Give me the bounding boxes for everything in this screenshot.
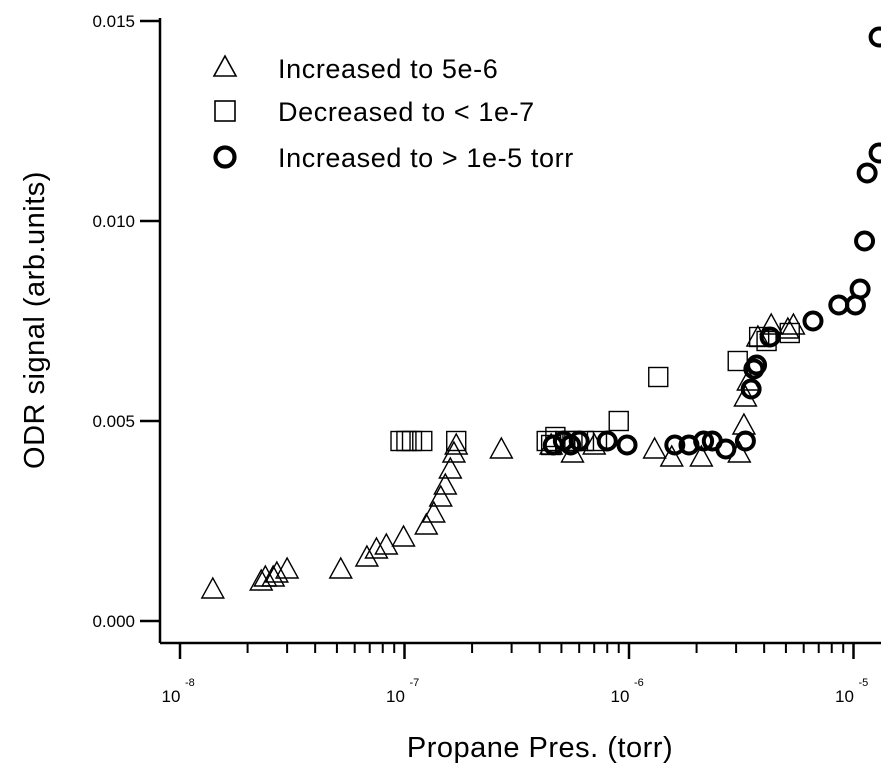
legend-triangle-marker xyxy=(212,54,238,77)
triangle-point xyxy=(364,536,389,559)
circle-point xyxy=(868,142,881,164)
triangle-point xyxy=(444,432,469,455)
square-point xyxy=(390,430,411,452)
circle-point xyxy=(868,26,881,48)
triangle-point xyxy=(759,312,784,335)
legend-label-increased-5e-6: Increased to 5e-6 xyxy=(278,54,498,84)
triangle-point xyxy=(428,484,453,507)
square-point xyxy=(608,410,629,432)
triangle-point xyxy=(200,576,225,599)
triangle-point xyxy=(391,524,416,547)
y-tick-label: 0.010 xyxy=(92,212,135,231)
triangle-point xyxy=(433,472,458,495)
y-axis-title: ODR signal (arb.units) xyxy=(19,171,51,469)
square-point xyxy=(779,322,800,344)
axes xyxy=(158,18,881,645)
triangle-point xyxy=(642,436,667,459)
triangle-point xyxy=(775,316,801,339)
triangle-point xyxy=(260,564,286,587)
circle-point xyxy=(849,278,871,300)
legend: Increased to 5e-6 Decreased to < 1e-7 In… xyxy=(212,54,574,173)
circle-point xyxy=(693,430,715,452)
triangle-point xyxy=(374,532,399,555)
circle-point xyxy=(856,162,878,184)
triangle-point xyxy=(328,556,353,579)
triangle-point xyxy=(489,436,514,459)
circle-point xyxy=(828,294,850,316)
circle-point xyxy=(664,434,686,456)
x-tick-label-exponent: -8 xyxy=(185,677,195,689)
legend-label-decreased: Decreased to < 1e-7 xyxy=(278,97,535,127)
circle-point xyxy=(802,310,824,332)
circle-point xyxy=(746,354,768,376)
circle-point xyxy=(596,430,618,452)
triangle-point xyxy=(354,544,380,567)
x-tick-label-base: 10 xyxy=(835,687,854,706)
square-point xyxy=(412,430,433,452)
tick-labels: 0.000 0.005 0.010 0.015 10 -8 10 -7 10 -6 10 -5 xyxy=(92,12,868,706)
circle-point xyxy=(616,434,638,456)
circle-point xyxy=(568,430,590,452)
circle-point xyxy=(740,378,762,400)
square-point xyxy=(401,430,423,452)
triangle-point xyxy=(689,444,714,467)
x-tick-label-base: 10 xyxy=(386,687,405,706)
legend-circle-marker xyxy=(213,145,237,169)
circle-point xyxy=(759,326,781,348)
y-tick-label: 0.015 xyxy=(92,12,135,31)
legend-label-increased-1e-5: Increased to > 1e-5 torr xyxy=(278,143,574,173)
square-point xyxy=(748,326,770,348)
legend-square-marker xyxy=(214,100,236,122)
data-points xyxy=(200,26,881,599)
y-tick-label: 0.000 xyxy=(92,612,135,631)
triangle-point xyxy=(438,456,463,479)
triangle-point xyxy=(441,440,467,463)
triangle-point xyxy=(274,556,300,579)
x-tick-label-exponent: -5 xyxy=(859,677,869,689)
circle-point xyxy=(854,230,876,252)
square-point xyxy=(573,430,595,452)
square-point xyxy=(446,430,467,452)
y-tick-label: 0.005 xyxy=(92,412,135,431)
axis-ticks xyxy=(140,19,855,659)
triangle-point xyxy=(414,512,439,535)
x-tick-label-base: 10 xyxy=(611,687,630,706)
x-axis-title: Propane Pres. (torr) xyxy=(407,732,673,763)
x-tick-label-exponent: -7 xyxy=(410,677,420,689)
triangle-point xyxy=(264,560,290,583)
square-point xyxy=(648,366,669,388)
circle-point xyxy=(715,438,737,460)
x-tick-label-exponent: -6 xyxy=(634,677,644,689)
circle-point xyxy=(734,430,756,452)
triangle-point xyxy=(659,444,684,467)
triangle-point xyxy=(421,500,446,523)
x-tick-label-base: 10 xyxy=(162,687,181,706)
